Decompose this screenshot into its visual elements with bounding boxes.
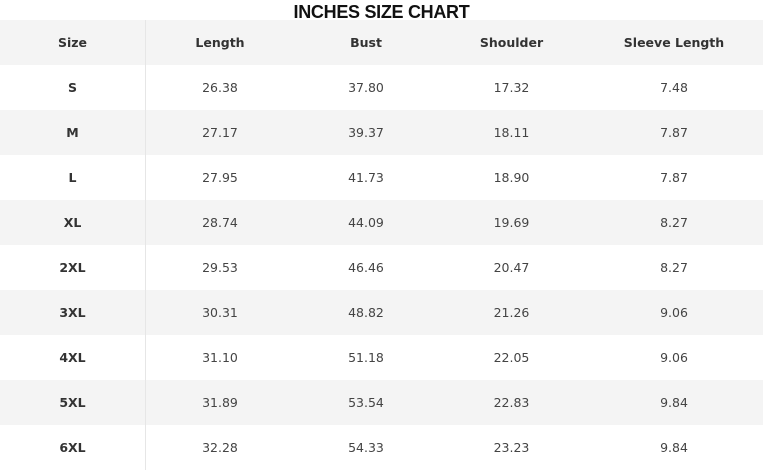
cell-size: 3XL xyxy=(0,290,146,335)
size-table: Size Length Bust Shoulder Sleeve Length … xyxy=(0,20,763,470)
cell-shoulder: 21.26 xyxy=(493,305,530,320)
cell-size: 2XL xyxy=(0,245,146,290)
cell-sleeve-length: 7.87 xyxy=(660,125,688,140)
header-size: Size xyxy=(0,20,146,65)
cell-length: 30.31 xyxy=(202,305,238,320)
cell-sleeve-length: 8.27 xyxy=(660,260,688,275)
cell-bust: 53.54 xyxy=(348,395,384,410)
cell-shoulder: 22.83 xyxy=(493,395,530,410)
header-row: Size Length Bust Shoulder Sleeve Length xyxy=(0,20,763,65)
cell-sleeve-length: 7.87 xyxy=(660,170,688,185)
table-row: S 26.38 37.80 17.32 7.48 xyxy=(0,65,763,110)
cell-bust: 41.73 xyxy=(348,170,384,185)
cell-shoulder: 22.05 xyxy=(493,350,530,365)
cell-size: XL xyxy=(0,200,146,245)
table-row: 6XL 32.28 54.33 23.23 9.84 xyxy=(0,425,763,470)
cell-length: 31.10 xyxy=(202,350,238,365)
cell-length: 29.53 xyxy=(202,260,238,275)
header-bust: Bust xyxy=(350,35,382,50)
cell-size: M xyxy=(0,110,146,155)
cell-bust: 37.80 xyxy=(348,80,384,95)
cell-size: S xyxy=(0,65,146,110)
cell-shoulder: 23.23 xyxy=(493,440,530,455)
cell-bust: 39.37 xyxy=(348,125,384,140)
header-sleeve-length: Sleeve Length xyxy=(623,35,725,50)
cell-length: 28.74 xyxy=(202,215,238,230)
cell-size: L xyxy=(0,155,146,200)
table-row: M 27.17 39.37 18.11 7.87 xyxy=(0,110,763,155)
cell-shoulder: 20.47 xyxy=(493,260,530,275)
cell-size: 4XL xyxy=(0,335,146,380)
table-row: L 27.95 41.73 18.90 7.87 xyxy=(0,155,763,200)
cell-bust: 46.46 xyxy=(348,260,384,275)
cell-length: 27.17 xyxy=(202,125,238,140)
table-row: XL 28.74 44.09 19.69 8.27 xyxy=(0,200,763,245)
header-shoulder: Shoulder xyxy=(479,35,544,50)
cell-size: 5XL xyxy=(0,380,146,425)
cell-sleeve-length: 9.06 xyxy=(660,305,688,320)
cell-length: 27.95 xyxy=(202,170,238,185)
cell-sleeve-length: 7.48 xyxy=(660,80,688,95)
table-row: 4XL 31.10 51.18 22.05 9.06 xyxy=(0,335,763,380)
cell-sleeve-length: 9.84 xyxy=(660,395,688,410)
cell-shoulder: 18.90 xyxy=(493,170,530,185)
cell-shoulder: 18.11 xyxy=(493,125,530,140)
cell-sleeve-length: 8.27 xyxy=(660,215,688,230)
cell-bust: 48.82 xyxy=(348,305,384,320)
table-body: S 26.38 37.80 17.32 7.48 M 27.17 39.37 18.11 7.87… xyxy=(0,65,763,470)
table-row: 5XL 31.89 53.54 22.83 9.84 xyxy=(0,380,763,425)
table-row: 2XL 29.53 46.46 20.47 8.27 xyxy=(0,245,763,290)
table-row: 3XL 30.31 48.82 21.26 9.06 xyxy=(0,290,763,335)
chart-title: INCHES SIZE CHART xyxy=(293,2,470,22)
cell-length: 31.89 xyxy=(202,395,238,410)
cell-sleeve-length: 9.06 xyxy=(660,350,688,365)
cell-bust: 44.09 xyxy=(348,215,384,230)
cell-sleeve-length: 9.84 xyxy=(660,440,688,455)
cell-bust: 51.18 xyxy=(348,350,384,365)
cell-shoulder: 19.69 xyxy=(493,215,530,230)
cell-length: 32.28 xyxy=(202,440,238,455)
cell-bust: 54.33 xyxy=(348,440,384,455)
cell-size: 6XL xyxy=(0,425,146,470)
header-length: Length xyxy=(195,35,245,50)
cell-length: 26.38 xyxy=(202,80,238,95)
cell-shoulder: 17.32 xyxy=(493,80,530,95)
